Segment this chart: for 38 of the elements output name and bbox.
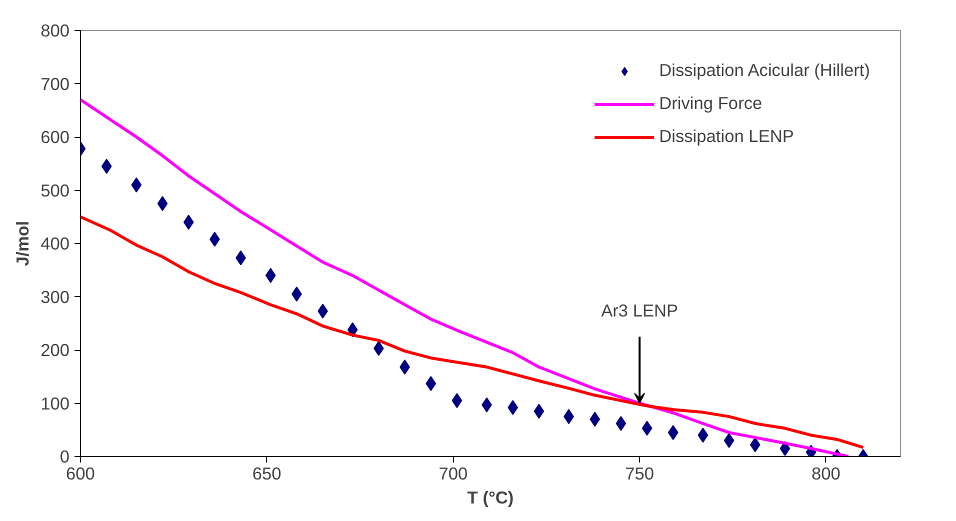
y-tick-label: 100 — [40, 393, 70, 414]
x-tick-label: 750 — [625, 464, 654, 484]
point — [668, 425, 678, 440]
point — [590, 412, 600, 427]
x-tick-label: 600 — [66, 464, 95, 484]
x-axis-title: T (°C) — [467, 488, 514, 508]
line-series — [80, 215, 865, 449]
y-tick-label: 0 — [60, 446, 70, 466]
point — [750, 437, 760, 452]
x-tick-label: 650 — [252, 464, 282, 484]
point — [426, 376, 436, 392]
point — [616, 416, 626, 431]
legend-label: Driving Force — [659, 93, 762, 114]
annotation: Ar3 LENP — [601, 300, 678, 321]
y-tick-label: 500 — [40, 180, 70, 200]
y-tick-label: 700 — [40, 74, 70, 94]
point — [508, 400, 518, 416]
point — [724, 433, 734, 448]
legend-label: Dissipation LENP — [659, 126, 794, 147]
y-tick-label: 400 — [40, 234, 70, 254]
point — [131, 177, 142, 192]
x-tick-label: 800 — [812, 464, 840, 484]
point — [642, 420, 652, 436]
point — [101, 158, 112, 174]
point — [452, 393, 462, 408]
x-tick-label: 700 — [438, 464, 468, 484]
y-tick-label: 300 — [40, 286, 70, 307]
line-series — [80, 98, 850, 456]
point — [265, 268, 276, 283]
point — [534, 404, 544, 419]
legend-label: Dissipation Acicular (Hillert) — [659, 60, 870, 81]
point — [183, 214, 194, 230]
point — [157, 196, 168, 212]
point — [698, 428, 708, 443]
y-axis-title: J/mol — [12, 220, 33, 266]
y-tick-label: 600 — [40, 127, 70, 147]
y-tick-label: 200 — [40, 340, 70, 360]
y-tick-label: 800 — [40, 20, 70, 40]
